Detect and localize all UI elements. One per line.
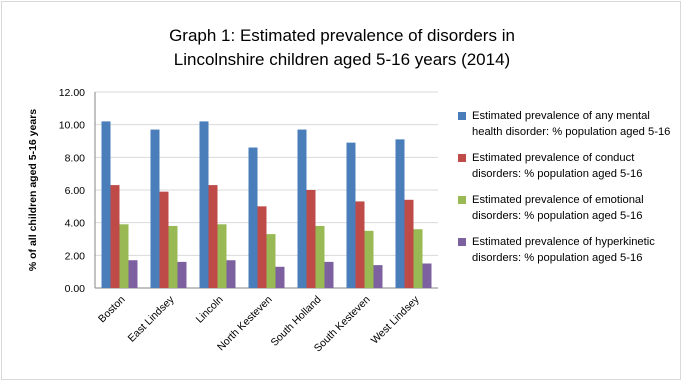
legend-label: Estimated prevalence of emotional disord… [472,194,644,222]
legend-label: Estimated prevalence of any mental healt… [472,110,671,138]
legend-label: Estimated prevalence of hyperkinetic dis… [472,236,655,264]
bar [422,263,432,288]
bar [355,201,365,288]
bars [101,121,432,289]
x-category-label: West Lindsey [369,293,422,346]
bar [306,190,316,288]
y-tick-label: 0.00 [65,283,86,295]
y-tick-label: 4.00 [65,218,86,230]
legend-label: Estimated prevalence of conduct disorder… [472,152,643,180]
y-axis-ticks: 0.00 2.00 4.00 6.00 8.00 10.00 12.00 [59,87,85,295]
bar [226,260,236,288]
bar [364,230,374,288]
bar [275,266,285,288]
bar [199,121,209,289]
x-category-label: Lincoln [194,294,226,326]
legend-item: Estimated prevalence of conduct disorder… [458,150,678,182]
bar [266,234,276,288]
bar [119,224,129,288]
bar [128,260,138,288]
bar [395,139,405,288]
bar [168,225,178,288]
y-tick-label: 6.00 [65,185,86,197]
bar [297,129,307,288]
y-tick-label: 10.00 [59,120,85,132]
bar [159,191,169,288]
legend-swatch [458,196,466,204]
bar [208,185,218,288]
y-tick-label: 8.00 [65,152,86,164]
bar [177,261,187,288]
y-axis-label: % of all children aged 5-16 years [27,109,39,271]
bar [217,224,227,288]
legend-item: Estimated prevalence of any mental healt… [458,108,678,140]
legend-item: Estimated prevalence of emotional disord… [458,192,678,224]
bar [101,121,111,289]
chart-title-line-2: Lincolnshire children aged 5-16 years (2… [173,50,511,69]
legend-swatch [458,154,466,162]
bar [324,261,334,288]
y-tick-label: 12.00 [59,87,85,99]
legend-swatch [458,238,466,246]
bar [150,129,160,288]
bar [110,185,120,288]
x-category-label: Boston [96,294,128,326]
bar [404,199,414,288]
chart-legend: Estimated prevalence of any mental healt… [458,108,678,276]
y-tick-label: 2.00 [65,250,86,262]
chart-title: Graph 1: Estimated prevalence of disorde… [0,24,684,72]
chart-title-line-1: Graph 1: Estimated prevalence of disorde… [169,26,515,45]
bar [315,225,325,288]
bar [257,206,267,288]
bar [413,229,423,288]
x-category-label: East Lindsey [126,293,178,345]
bar [373,265,383,288]
bar [346,142,356,288]
bar [248,147,258,288]
legend-item: Estimated prevalence of hyperkinetic dis… [458,234,678,266]
legend-swatch [458,112,466,120]
x-category-label: South Holland [268,294,323,349]
